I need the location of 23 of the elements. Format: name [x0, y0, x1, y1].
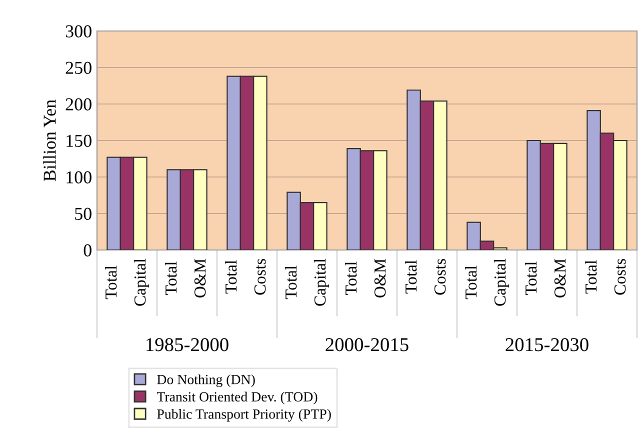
x-tick-label: Total Costs — [584, 258, 626, 295]
text: 2000-2015 — [326, 338, 408, 352]
x-tick-label: Total O&M — [164, 258, 206, 298]
x-tick-label: Total Capital — [284, 258, 330, 306]
y-tick-label: 300 — [66, 25, 92, 38]
text: 2015-2030 — [506, 338, 588, 352]
y-tick-label: 0 — [84, 244, 92, 256]
x-tick-label: Total O&M — [344, 258, 386, 298]
y-tick-label: 200 — [66, 98, 92, 110]
y-tick-label: 100 — [66, 171, 92, 184]
legend-label: Do Nothing (DN) — [157, 374, 255, 388]
x-tick-label: Total Costs — [224, 258, 266, 295]
x-tick-label: Total Capital — [464, 258, 510, 306]
y-axis-title: Billion Yen — [43, 100, 56, 182]
text: 1985-2000 — [146, 338, 228, 352]
legend-label: Public Transport Priority (PTP) — [157, 409, 331, 422]
legend-label: Transit Oriented Dev. (TOD) — [156, 392, 318, 404]
y-tick-label: 150 — [66, 134, 92, 147]
x-tick-label: Total Costs — [404, 258, 446, 295]
x-tick-label: Total Capital — [104, 258, 150, 306]
y-tick-label: 250 — [66, 62, 92, 74]
y-tick-label: 50 — [75, 208, 92, 220]
x-tick-label: Total O&M — [524, 258, 566, 298]
